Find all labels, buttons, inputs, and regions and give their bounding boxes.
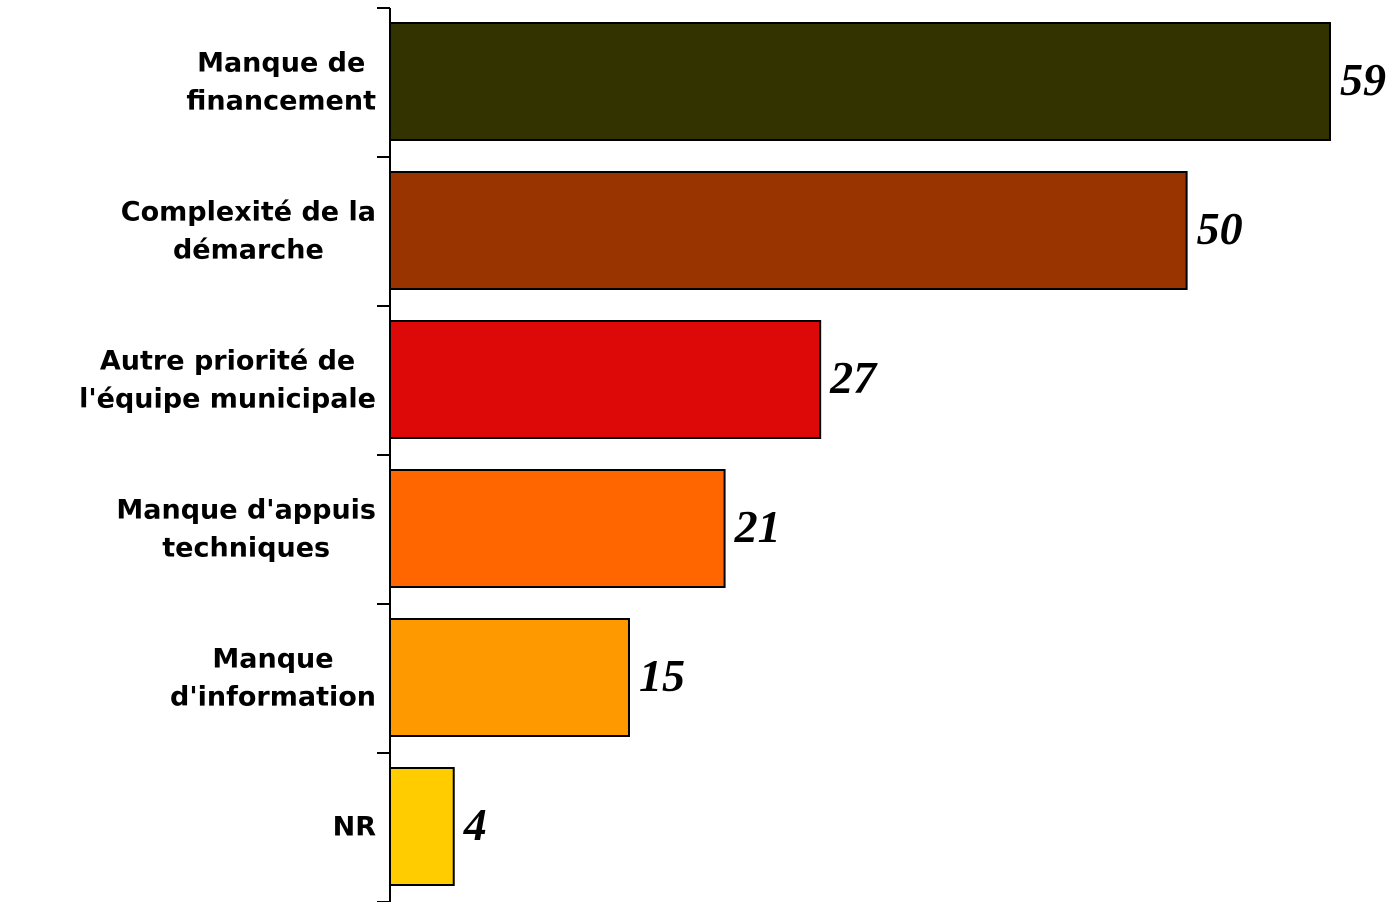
category-label-line: Manque [212, 644, 333, 675]
category-label-line: techniques [162, 533, 330, 564]
bar [389, 171, 1188, 290]
category-label-line: l'équipe municipale [79, 384, 376, 415]
category-label: Manque d'appuis techniques [116, 495, 376, 564]
category-label-line: Complexité de la [121, 197, 376, 228]
category-label-line: financement [186, 86, 376, 117]
category-label-line: démarche [173, 235, 324, 266]
value-label: 21 [734, 501, 781, 552]
category-label-line: Autre priorité de [100, 346, 355, 377]
value-label: 59 [1340, 54, 1386, 105]
bar [389, 469, 726, 588]
value-label: 15 [639, 650, 685, 701]
value-label: 4 [463, 799, 487, 850]
value-label: 27 [829, 352, 878, 403]
bar [389, 767, 455, 886]
category-label-line: Manque d'appuis [116, 495, 376, 526]
category-label: Complexité de la démarche [121, 197, 376, 266]
category-label-line: NR [333, 812, 377, 843]
bar [389, 22, 1331, 141]
category-label: Autre priorité de l'équipe municipale [79, 346, 376, 415]
category-label: NR [333, 812, 377, 843]
bar [389, 320, 822, 439]
bar [389, 618, 630, 737]
value-label: 50 [1197, 203, 1243, 254]
category-label: Manque de financement [186, 48, 376, 117]
category-label: Manque d'information [170, 644, 376, 713]
category-label-line: Manque de [197, 48, 365, 79]
category-label-line: d'information [170, 682, 376, 713]
